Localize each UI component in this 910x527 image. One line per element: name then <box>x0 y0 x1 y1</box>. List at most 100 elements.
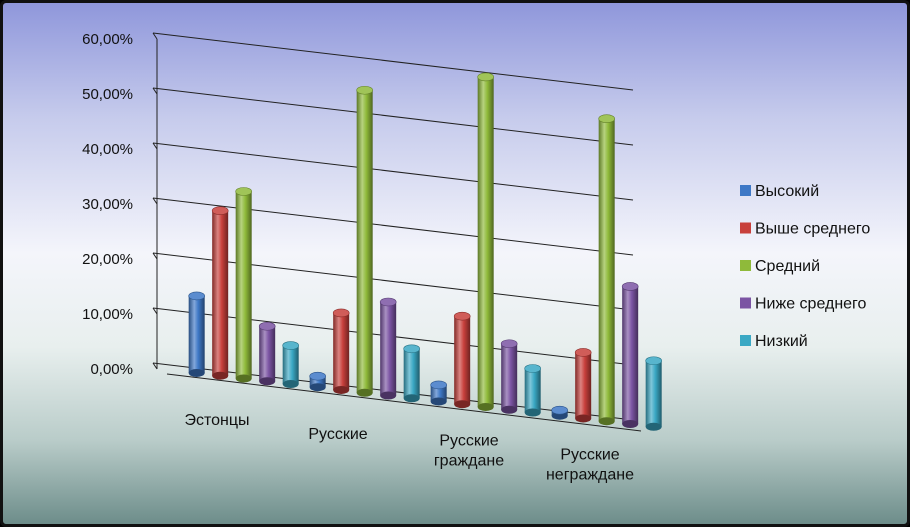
y-tick-mark <box>152 362 158 370</box>
bar-body <box>477 76 494 407</box>
bar-body <box>524 368 541 413</box>
bar-body <box>454 316 471 405</box>
bar-top <box>453 311 471 321</box>
y-tick-mark <box>152 307 158 315</box>
bar-body <box>282 345 299 385</box>
legend-label: Ниже среднего <box>755 296 867 313</box>
bar <box>403 344 420 403</box>
bar-base <box>430 397 447 406</box>
bar-top <box>332 308 350 318</box>
y-tick-label: 0,00% <box>90 361 133 378</box>
bar <box>524 364 541 417</box>
bar-top <box>500 339 518 349</box>
bar-top <box>188 291 205 301</box>
bar-top <box>282 341 299 350</box>
bar-base <box>282 380 299 389</box>
legend-item: Низкий <box>740 333 808 350</box>
bar-body <box>575 352 592 419</box>
x-tick-label: Русские граждане <box>434 432 504 469</box>
bar <box>551 405 568 420</box>
gridline <box>152 87 634 146</box>
gridline <box>152 142 634 201</box>
bar-top <box>430 380 447 390</box>
chart-plot: 0,00% 10,00% 20,00% 30,00% 40,00% 50,00% 60,00… <box>82 31 870 484</box>
bar-top <box>574 348 592 357</box>
bar-base <box>645 422 662 431</box>
bar-base <box>403 394 420 403</box>
legend-label: Выше среднего <box>755 221 870 238</box>
gridline <box>152 197 634 256</box>
bar <box>453 311 471 409</box>
bar-base <box>333 385 350 394</box>
bar <box>574 348 592 423</box>
y-tick-label: 20,00% <box>82 251 133 268</box>
y-tick-label: 30,00% <box>82 196 133 213</box>
bar <box>645 356 662 431</box>
bar-base <box>622 419 639 428</box>
bar-body <box>356 90 373 393</box>
bar <box>500 339 518 414</box>
bar-top <box>621 282 639 291</box>
bar-top <box>258 321 276 331</box>
legend-item: Выше среднего <box>740 221 870 238</box>
y-tick-mark <box>152 197 158 205</box>
x-axis <box>166 373 642 432</box>
bar-base <box>477 402 494 411</box>
legend-swatch <box>740 222 751 234</box>
bar-top <box>379 297 397 307</box>
bar-top <box>524 364 541 373</box>
bar-body <box>235 191 252 379</box>
legend-label: Средний <box>755 258 820 275</box>
bar-top <box>403 344 420 354</box>
bar-body <box>259 326 276 382</box>
y-tick-label: 60,00% <box>82 31 133 48</box>
bar <box>379 297 397 400</box>
legend-label: Высокий <box>755 183 819 200</box>
bar-top <box>645 356 662 366</box>
gridline <box>152 32 634 91</box>
bar <box>332 308 350 394</box>
bar-base <box>380 391 397 400</box>
bar-top <box>211 206 229 216</box>
bar-body <box>430 384 447 402</box>
legend-swatch <box>740 297 751 309</box>
legend-item: Средний <box>740 258 820 275</box>
bar-base <box>212 371 229 380</box>
y-tick-mark <box>152 87 158 95</box>
bar <box>282 341 299 389</box>
y-tick-mark <box>152 32 158 40</box>
x-tick-label: Русские неграждане <box>546 447 634 484</box>
bar <box>211 206 229 380</box>
bar <box>235 187 252 383</box>
bar-body <box>212 210 229 376</box>
bar-body <box>645 360 662 427</box>
bar-base <box>598 417 615 426</box>
bar <box>430 380 447 406</box>
bar-body <box>622 286 639 424</box>
bar-top <box>598 114 615 124</box>
gridline <box>152 252 634 311</box>
bar-base <box>524 408 541 417</box>
x-tick-label: Эстонцы <box>184 412 249 429</box>
bar-base <box>188 368 205 377</box>
bar-base <box>356 388 373 397</box>
bar <box>477 72 494 411</box>
bar-top <box>235 187 252 196</box>
bar-body <box>598 118 615 422</box>
bar-top <box>309 371 326 381</box>
y-tick-label: 50,00% <box>82 86 133 103</box>
bar-base <box>454 400 471 409</box>
bar-base <box>309 383 326 392</box>
bar-base <box>575 414 592 423</box>
bar-top <box>356 85 373 95</box>
bar <box>356 85 373 397</box>
bar <box>598 114 615 426</box>
bar-body <box>403 348 420 399</box>
bar <box>188 291 205 377</box>
legend-swatch <box>740 185 751 196</box>
bar-body <box>501 343 518 410</box>
legend-item: Высокий <box>740 183 819 200</box>
y-tick-label: 40,00% <box>82 141 133 158</box>
bar-base <box>235 374 252 383</box>
